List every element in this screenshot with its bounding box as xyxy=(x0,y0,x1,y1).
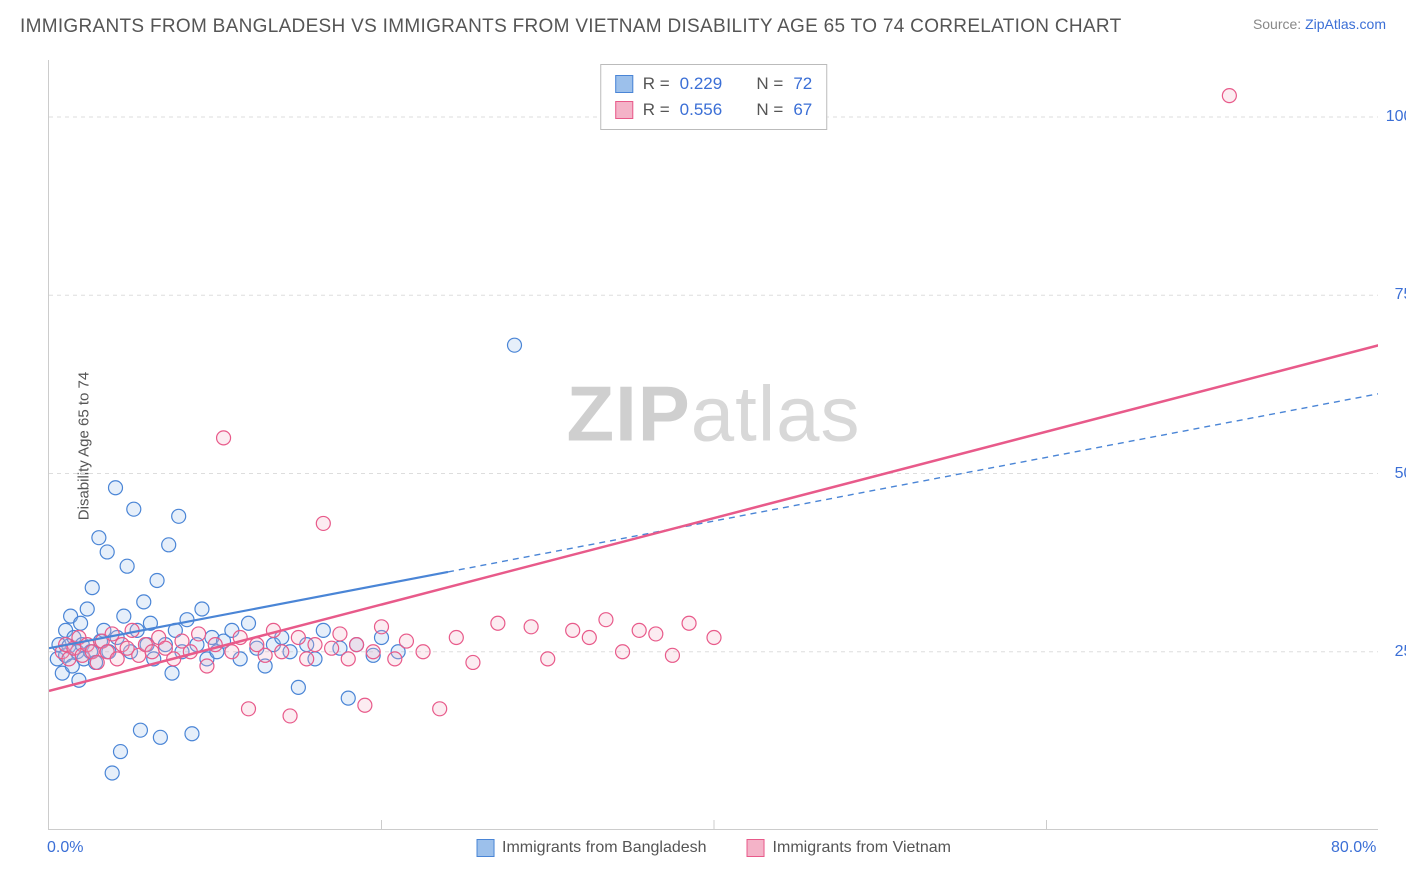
correlation-legend: R = 0.229 N = 72R = 0.556 N = 67 xyxy=(600,64,828,130)
chart-svg xyxy=(49,60,1378,829)
series-legend-vietnam: Immigrants from Vietnam xyxy=(747,839,951,857)
series-legend: Immigrants from Bangladesh Immigrants fro… xyxy=(476,839,951,857)
x-tick-label: 80.0% xyxy=(1331,839,1376,857)
swatch-icon xyxy=(615,75,633,93)
series-legend-bangladesh: Immigrants from Bangladesh xyxy=(476,839,707,857)
plot-area: ZIPatlas R = 0.229 N = 72R = 0.556 N = 6… xyxy=(48,60,1378,830)
legend-row-vietnam: R = 0.556 N = 67 xyxy=(615,97,813,123)
swatch-icon xyxy=(615,101,633,119)
y-tick-label: 25.0% xyxy=(1395,643,1406,661)
source-prefix: Source: xyxy=(1253,16,1305,32)
swatch-icon xyxy=(476,839,494,857)
x-tick-label: 0.0% xyxy=(47,839,83,857)
y-tick-label: 100.0% xyxy=(1386,108,1406,126)
series-label: Immigrants from Bangladesh xyxy=(502,839,707,857)
source-text: Source: ZipAtlas.com xyxy=(1253,16,1386,32)
series-label: Immigrants from Vietnam xyxy=(773,839,951,857)
swatch-icon xyxy=(747,839,765,857)
source-link[interactable]: ZipAtlas.com xyxy=(1305,16,1386,32)
y-tick-label: 50.0% xyxy=(1395,465,1406,483)
y-tick-label: 75.0% xyxy=(1395,286,1406,304)
legend-row-bangladesh: R = 0.229 N = 72 xyxy=(615,71,813,97)
page-title: IMMIGRANTS FROM BANGLADESH VS IMMIGRANTS… xyxy=(20,16,1121,38)
